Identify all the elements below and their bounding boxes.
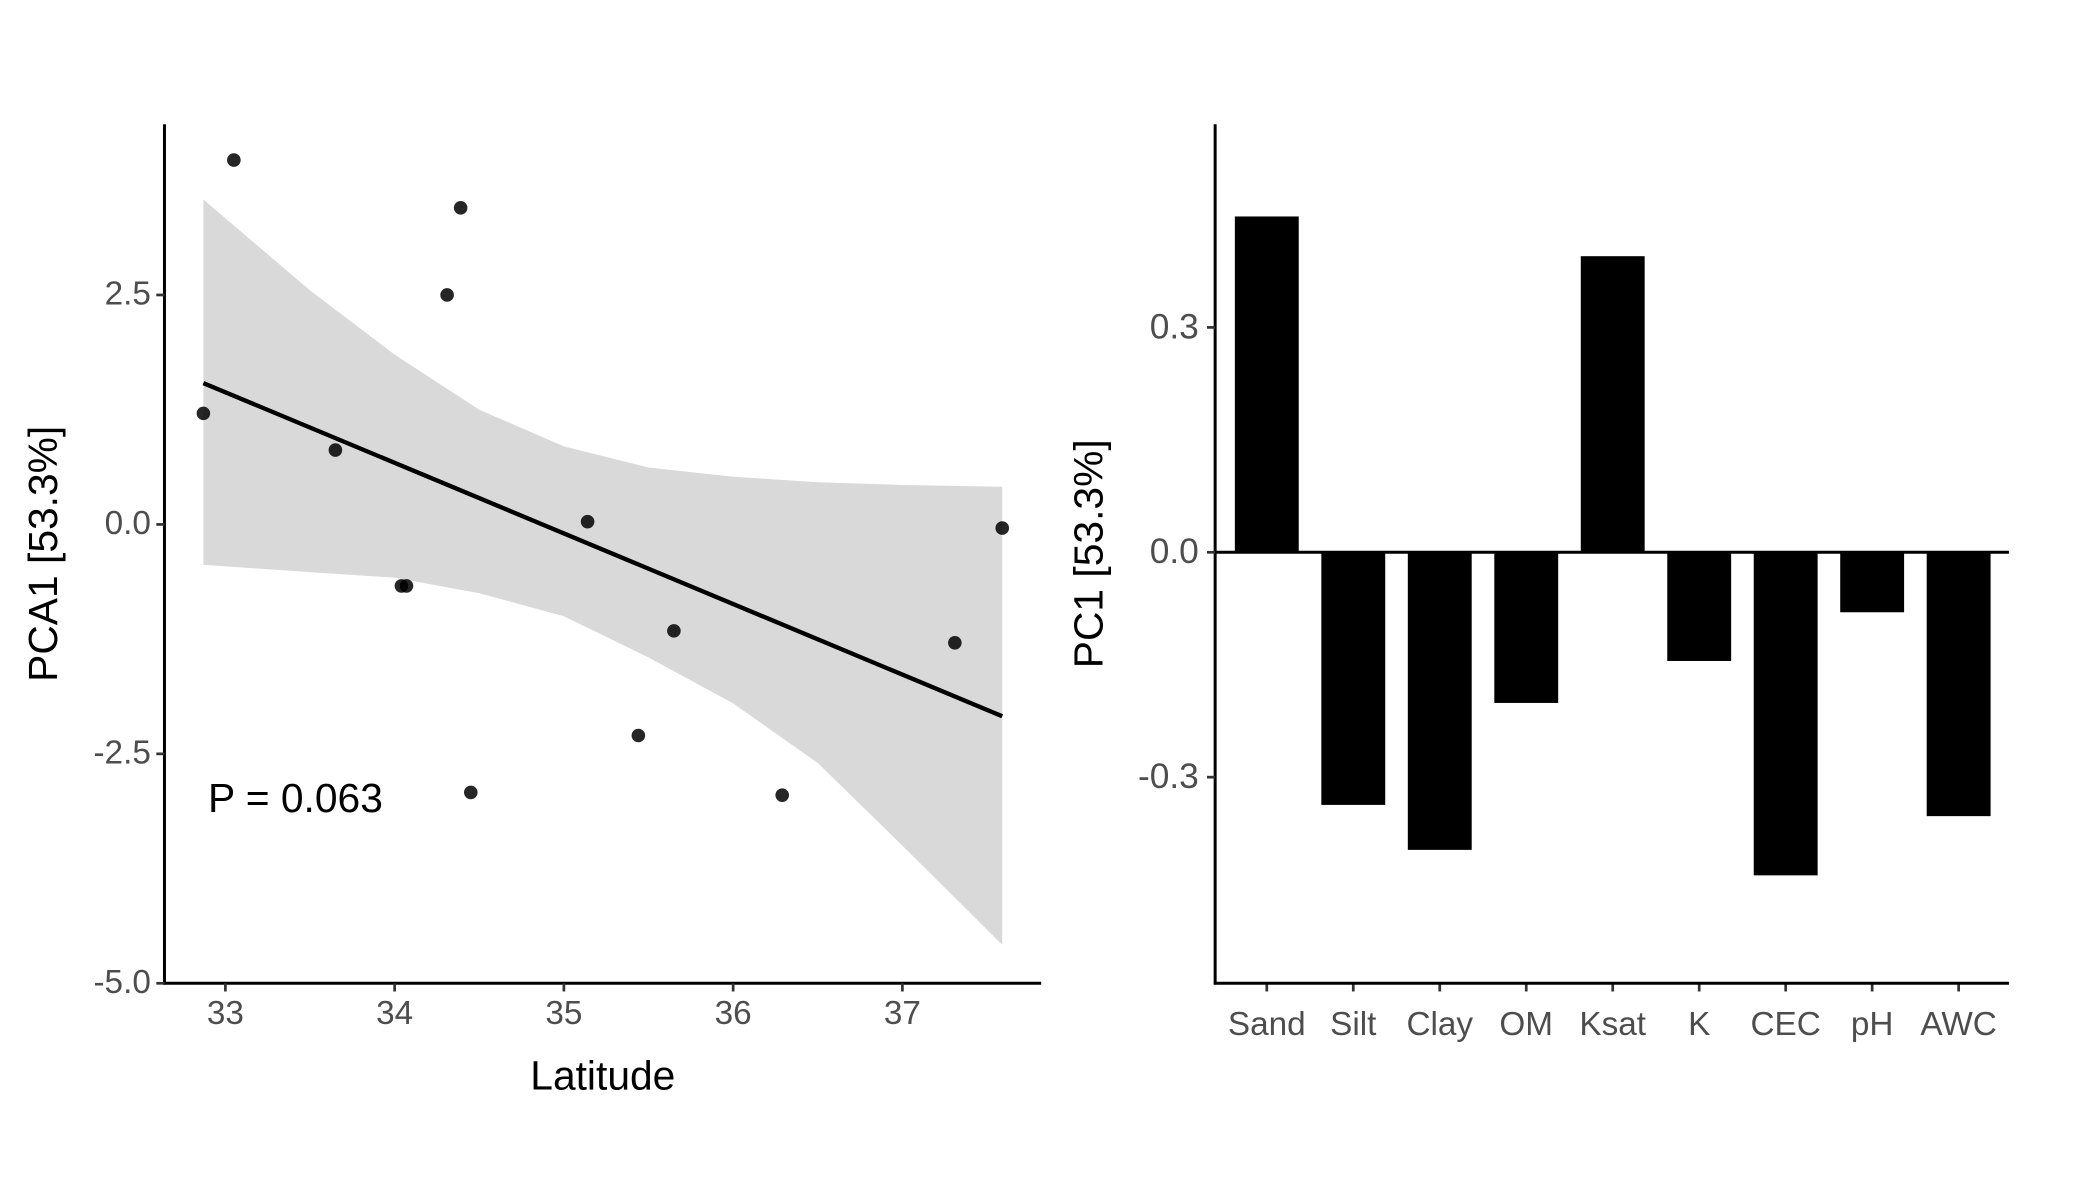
- y-tick-label: 0.0: [105, 505, 151, 542]
- y-axis-title: PC1 [53.3%]: [1065, 439, 1111, 668]
- scatter-panel: 33 34 35 36 37 2.5 0.0 -2.5 -5.0 Latitude PCA1 [53…: [20, 124, 1042, 1098]
- y-tick-label: 0.0: [1150, 532, 1199, 571]
- data-point: [775, 788, 790, 802]
- x-tick-label: 36: [715, 995, 752, 1032]
- bar-ksat: [1580, 256, 1645, 553]
- bar-silt: [1321, 552, 1386, 805]
- data-point: [948, 636, 962, 650]
- data-point: [328, 443, 343, 457]
- data-point: [227, 153, 241, 167]
- data-point: [580, 514, 595, 529]
- data-point: [453, 200, 468, 215]
- x-tick-label: Sand: [1228, 1006, 1306, 1043]
- x-tick-label: 33: [207, 995, 244, 1032]
- y-tick-label: -0.3: [1138, 757, 1199, 796]
- bar-sand: [1234, 216, 1299, 553]
- data-point: [631, 728, 646, 743]
- bar-ph: [1840, 552, 1905, 613]
- x-tick-label: Clay: [1406, 1006, 1473, 1043]
- data-point: [440, 288, 454, 302]
- x-tick-label: pH: [1851, 1006, 1894, 1043]
- x-tick-label: 37: [884, 995, 921, 1032]
- p-value-annotation: P = 0.063: [208, 775, 383, 821]
- bar-clay: [1407, 552, 1472, 850]
- bar-awc: [1926, 552, 1991, 817]
- x-tick-label: OM: [1499, 1006, 1553, 1043]
- y-tick-label: 0.3: [1150, 307, 1199, 346]
- confidence-band: [203, 199, 1003, 945]
- x-tick-label: 35: [545, 995, 582, 1032]
- x-tick-label: 34: [376, 995, 413, 1032]
- bar-k: [1667, 552, 1732, 661]
- regression-line: [202, 381, 1004, 719]
- bar-cec: [1753, 552, 1818, 876]
- data-point: [196, 406, 211, 421]
- x-tick-label: Silt: [1330, 1006, 1376, 1043]
- x-tick-label: AWC: [1920, 1006, 1996, 1043]
- x-tick-label: CEC: [1751, 1006, 1821, 1043]
- x-tick-label: K: [1688, 1006, 1710, 1043]
- data-point: [399, 579, 414, 593]
- bar-om: [1494, 552, 1559, 703]
- data-point: [995, 521, 1010, 535]
- bar-panel: Sand Silt Clay OM Ksat K CEC pH AWC 0.3 0.0 -0.3 PC1…: [1065, 124, 2009, 1043]
- x-tick-label: Ksat: [1579, 1006, 1646, 1043]
- data-point: [464, 785, 478, 800]
- y-axis-title: PCA1 [53.3%]: [20, 426, 66, 682]
- data-point: [667, 624, 681, 638]
- y-tick-label: -5.0: [93, 964, 150, 1001]
- y-tick-label: -2.5: [93, 734, 150, 771]
- x-axis-title: Latitude: [530, 1052, 675, 1098]
- y-tick-label: 2.5: [105, 275, 151, 312]
